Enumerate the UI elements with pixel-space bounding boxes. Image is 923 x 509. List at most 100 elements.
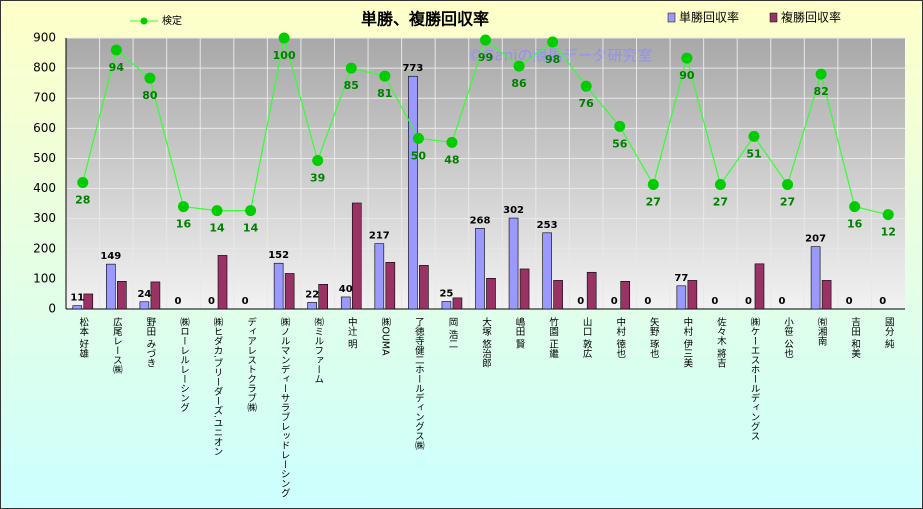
data-label: 14 bbox=[243, 222, 259, 235]
x-tick-label: 吉田 和美 bbox=[849, 317, 861, 359]
data-label: 27 bbox=[780, 196, 795, 209]
data-label: 77 bbox=[674, 273, 688, 284]
bar bbox=[385, 262, 396, 310]
bar bbox=[542, 232, 552, 310]
data-label: 25 bbox=[439, 288, 453, 299]
bar bbox=[486, 277, 496, 310]
x-tick-label: 小笹 公也 bbox=[782, 317, 794, 358]
bar bbox=[676, 285, 687, 310]
y-tick-label: 700 bbox=[33, 91, 56, 105]
bar bbox=[307, 302, 318, 310]
bar bbox=[72, 305, 83, 310]
bar bbox=[217, 255, 228, 310]
marker bbox=[177, 201, 189, 213]
bar bbox=[810, 246, 821, 310]
data-label: 0 bbox=[208, 296, 215, 307]
y-tick-label: 500 bbox=[33, 151, 56, 165]
bar bbox=[139, 301, 150, 310]
chart-title: 単勝、複勝回収率 bbox=[361, 10, 489, 29]
data-label: 56 bbox=[612, 137, 628, 150]
data-label: 0 bbox=[846, 296, 853, 307]
bar bbox=[419, 265, 429, 310]
data-label: 149 bbox=[100, 251, 121, 262]
marker bbox=[748, 130, 760, 142]
x-tick-label: ディアレストクラブ㈱ bbox=[245, 316, 257, 413]
marker bbox=[312, 154, 324, 166]
marker bbox=[345, 62, 357, 74]
data-label: 76 bbox=[579, 97, 595, 110]
x-tick-label: 矢野 琢也 bbox=[648, 316, 660, 358]
bar bbox=[553, 280, 563, 310]
marker bbox=[77, 177, 89, 189]
data-label: 28 bbox=[75, 194, 90, 207]
x-tick-label: 広尾レース㈱ bbox=[111, 316, 123, 375]
y-tick-label: 400 bbox=[33, 181, 56, 195]
data-label: 81 bbox=[377, 87, 392, 100]
marker bbox=[782, 179, 794, 191]
bar bbox=[519, 268, 530, 310]
bar bbox=[150, 281, 161, 310]
data-label: 773 bbox=[402, 63, 423, 74]
data-label: 207 bbox=[805, 234, 826, 245]
marker bbox=[446, 136, 458, 148]
marker bbox=[211, 205, 223, 217]
data-label: 94 bbox=[109, 61, 125, 74]
legend-label: 検定 bbox=[162, 14, 182, 27]
data-label: 82 bbox=[813, 85, 828, 98]
x-tick-label: 山口 敦広 bbox=[581, 317, 593, 359]
bar bbox=[106, 263, 116, 310]
x-tick-label: ㈲湘南 bbox=[816, 316, 828, 345]
marker bbox=[647, 179, 659, 191]
legend-swatch bbox=[667, 12, 676, 23]
data-label: 152 bbox=[268, 250, 289, 261]
x-tick-label: ㈱ノルマンディーサラブレッドレーシング bbox=[279, 316, 291, 497]
marker bbox=[614, 120, 626, 132]
x-tick-label: ㈲ミルファーム bbox=[312, 316, 324, 383]
marker bbox=[849, 201, 861, 213]
marker bbox=[815, 68, 827, 80]
marker bbox=[379, 70, 391, 82]
x-tick-label: 了徳寺健二ホールディングス㈱ bbox=[413, 317, 425, 451]
bar bbox=[117, 280, 127, 310]
y-tick-label: 300 bbox=[33, 211, 56, 225]
marker bbox=[278, 32, 290, 44]
x-tick-label: 中辻 明 bbox=[346, 316, 358, 349]
x-tick-label: 中村 徳也 bbox=[614, 316, 626, 358]
x-tick-label: ㈱OUMA bbox=[379, 316, 391, 356]
data-label: 0 bbox=[242, 296, 249, 307]
x-tick-label: ㈱ヒダカ.ブリーダーズ.ユニオン bbox=[212, 316, 224, 456]
data-label: 253 bbox=[537, 220, 558, 231]
data-label: 24 bbox=[137, 289, 151, 300]
data-label: 40 bbox=[339, 284, 353, 295]
data-label: 12 bbox=[881, 226, 896, 239]
y-tick-label: 800 bbox=[33, 61, 56, 75]
data-label: 39 bbox=[310, 171, 325, 184]
legend-marker bbox=[140, 17, 148, 25]
marker bbox=[480, 34, 491, 46]
data-label: 11 bbox=[70, 293, 84, 304]
bar bbox=[620, 280, 631, 310]
data-label: 27 bbox=[713, 196, 728, 209]
data-label: 16 bbox=[176, 218, 192, 231]
x-tick-label: 松本 好雄 bbox=[77, 316, 89, 359]
legend-label: 単勝回収率 bbox=[679, 10, 739, 25]
x-tick-label: 竹園 正繼 bbox=[547, 316, 559, 358]
legend-swatch bbox=[769, 12, 778, 23]
data-label: 268 bbox=[470, 215, 491, 226]
x-tick-label: ㈱ローレルレーシング bbox=[178, 316, 190, 412]
data-label: 0 bbox=[879, 296, 886, 307]
data-label: 90 bbox=[679, 69, 695, 82]
x-tick-label: 中村 伊三美 bbox=[681, 316, 693, 368]
marker bbox=[547, 36, 559, 48]
x-tick-label: 國分 純 bbox=[883, 317, 895, 349]
x-tick-label: 野田 みづき bbox=[144, 317, 156, 368]
data-label: 51 bbox=[746, 147, 761, 160]
data-label: 217 bbox=[369, 231, 390, 242]
marker bbox=[580, 80, 592, 92]
bar bbox=[374, 243, 385, 310]
data-label: 48 bbox=[444, 153, 459, 166]
marker bbox=[882, 209, 894, 221]
bar bbox=[441, 301, 452, 310]
bar bbox=[586, 271, 597, 310]
x-tick-label: 大塚 悠治郎 bbox=[480, 316, 492, 368]
